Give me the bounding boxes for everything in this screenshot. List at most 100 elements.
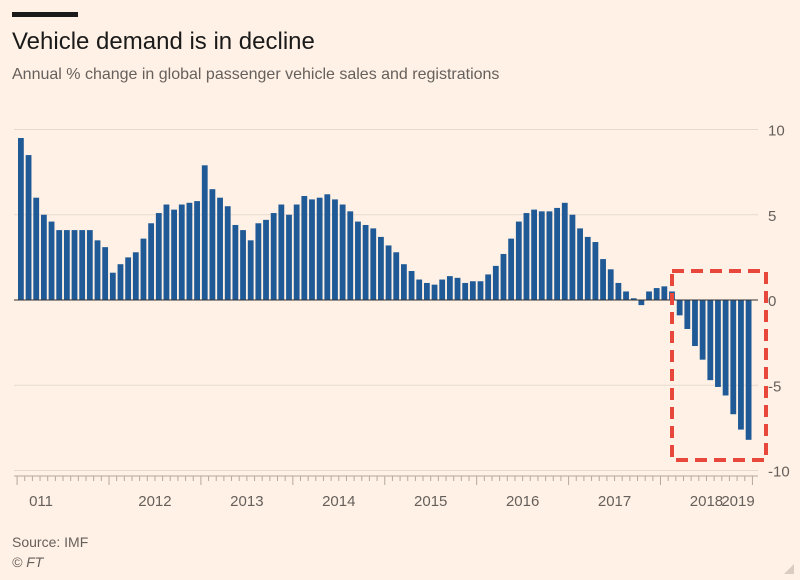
bar xyxy=(561,202,568,300)
bar xyxy=(140,238,147,300)
bar xyxy=(56,230,63,300)
bar xyxy=(155,213,162,300)
y-tick-label: 5 xyxy=(768,208,776,225)
bar xyxy=(676,300,683,316)
bar xyxy=(722,300,729,396)
y-tick-label: 10 xyxy=(768,123,785,140)
bar xyxy=(63,230,70,300)
bar xyxy=(408,271,415,300)
bar xyxy=(362,224,369,300)
chart-subtitle: Annual % change in global passenger vehi… xyxy=(12,66,500,83)
bar xyxy=(630,298,637,300)
bar xyxy=(25,155,32,300)
y-tick-label: -5 xyxy=(768,378,781,395)
bar xyxy=(584,236,591,300)
axes xyxy=(14,299,758,485)
chart-title: Vehicle demand is in decline xyxy=(12,28,315,55)
bar xyxy=(454,277,461,300)
bar xyxy=(401,264,407,300)
x-tick-label: 2014 xyxy=(322,493,355,510)
bar xyxy=(316,197,323,300)
x-tick-label: 2017 xyxy=(598,493,631,510)
header-rule xyxy=(12,12,78,17)
bar xyxy=(79,230,86,300)
bar xyxy=(446,276,453,300)
bar xyxy=(469,281,476,300)
bar xyxy=(293,204,300,300)
bars xyxy=(18,138,752,440)
bar xyxy=(201,165,208,300)
bar xyxy=(684,300,691,329)
bar xyxy=(485,274,492,300)
bar xyxy=(125,257,132,300)
bar xyxy=(86,230,93,300)
bar xyxy=(592,242,599,300)
bar xyxy=(339,204,346,300)
bar xyxy=(102,247,109,300)
bar xyxy=(232,224,239,300)
bar xyxy=(40,214,47,300)
bar xyxy=(301,195,308,300)
bar xyxy=(117,264,124,300)
bar xyxy=(209,189,216,300)
bar xyxy=(18,138,24,300)
bar xyxy=(638,300,645,306)
x-tick-label: 2018 xyxy=(690,493,723,510)
bar xyxy=(692,300,698,347)
bar xyxy=(523,213,530,300)
bar xyxy=(33,197,40,300)
bar xyxy=(163,204,170,300)
y-tick-label: 0 xyxy=(768,293,776,310)
bar xyxy=(661,286,668,300)
bar xyxy=(48,221,55,300)
bar xyxy=(224,206,231,300)
bar xyxy=(255,223,262,300)
bar xyxy=(332,199,338,300)
bar xyxy=(370,228,377,300)
bar xyxy=(715,300,721,387)
bar xyxy=(148,223,155,300)
bar xyxy=(462,282,469,300)
x-tick-label: 2019 xyxy=(721,493,754,510)
bar xyxy=(738,300,744,430)
bar xyxy=(270,213,277,300)
bar xyxy=(500,253,507,300)
x-tick-label: 2013 xyxy=(230,493,263,510)
bar xyxy=(699,300,706,360)
bar-chart: 10 5 0 -5 -10 011 2012 2013 2014 2015 2016 2017 2018… xyxy=(14,123,790,510)
bar xyxy=(309,199,315,300)
bar xyxy=(492,265,499,300)
bar xyxy=(730,300,737,415)
x-tick-label: 2012 xyxy=(138,493,171,510)
bar xyxy=(745,300,752,440)
decline-highlight-box xyxy=(670,269,768,462)
ft-credit: © FT xyxy=(12,554,44,570)
annotations xyxy=(670,269,768,462)
source-note: Source: IMF xyxy=(12,534,89,550)
bar xyxy=(355,221,361,300)
bar xyxy=(600,259,606,300)
bar xyxy=(278,204,285,300)
bar xyxy=(615,282,622,300)
bar xyxy=(607,269,614,300)
resize-grip-icon xyxy=(784,564,794,574)
bar xyxy=(538,211,545,300)
bar xyxy=(393,252,400,300)
x-tick-label: 2015 xyxy=(414,493,447,510)
bar xyxy=(109,272,116,300)
bar xyxy=(247,240,254,300)
bar xyxy=(263,219,269,300)
bar xyxy=(569,214,576,300)
bar xyxy=(171,209,177,300)
bar xyxy=(423,282,430,300)
bar xyxy=(378,236,384,300)
bar xyxy=(186,202,193,300)
bar xyxy=(439,279,446,300)
bar xyxy=(577,228,583,300)
bar xyxy=(94,240,101,300)
bar xyxy=(477,281,484,300)
bar xyxy=(132,252,139,300)
bar xyxy=(546,211,553,300)
bar xyxy=(178,204,185,300)
bar xyxy=(385,245,392,300)
